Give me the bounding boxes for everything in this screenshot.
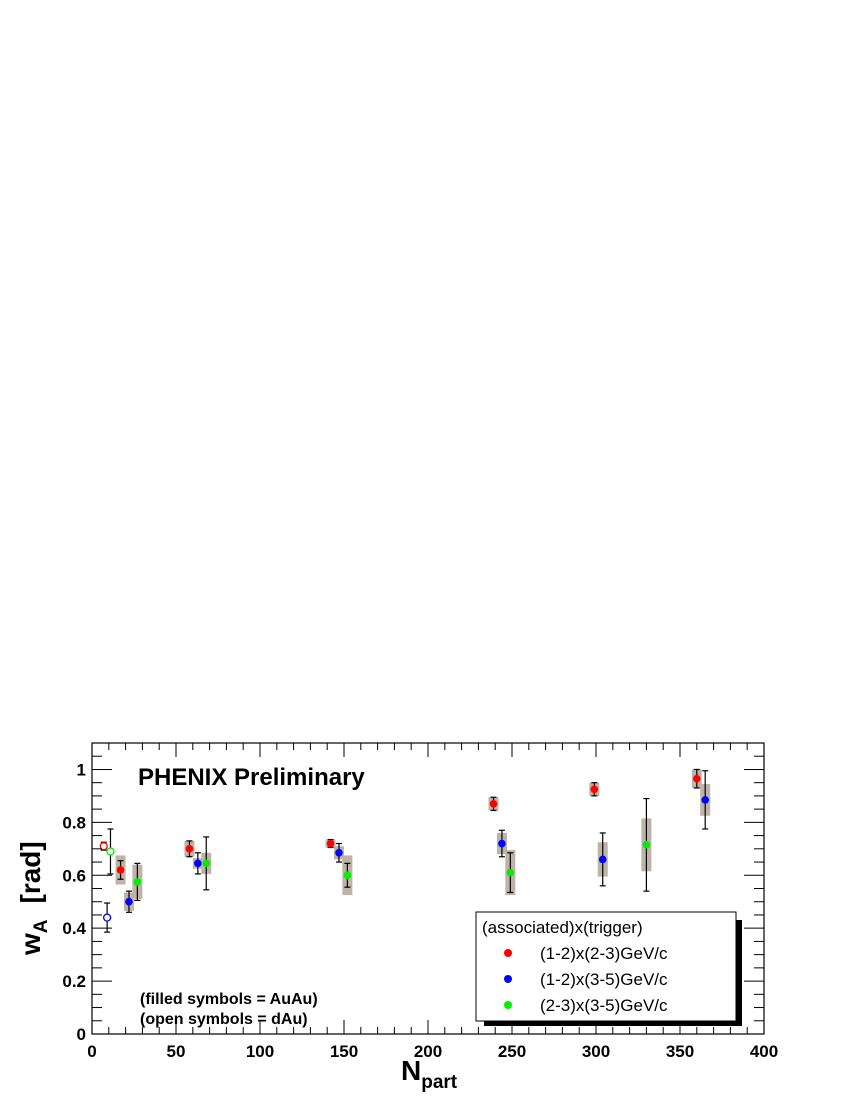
x-tick-label: 0 [87, 1042, 96, 1061]
x-tick-label: 200 [414, 1042, 442, 1061]
legend-marker-series2 [504, 975, 512, 983]
y-axis-title-main: w [15, 933, 46, 956]
y-axis-title-sub: A [31, 919, 52, 933]
y-tick-label: 0.4 [62, 919, 86, 938]
y-tick-label: 1 [77, 760, 86, 779]
x-axis-title-main: N [401, 1055, 421, 1086]
y-axis-title-text: wA [rad] [15, 841, 52, 956]
axis-tick-labels: 0 50 100 150 200 250 300 350 400 0 0.2 0.4 0.6 0.8 1 [62, 760, 778, 1061]
point-s3-p3 [343, 871, 352, 880]
chart-title: PHENIX Preliminary [138, 764, 365, 791]
point-s1-p1 [116, 866, 125, 874]
legend-header: (associated)x(trigger) [482, 918, 643, 937]
point-s1-p5 [590, 785, 599, 794]
point-s2-p5 [598, 855, 607, 864]
x-tick-label: 250 [498, 1042, 526, 1061]
x-axis-title: Npart [401, 1055, 458, 1093]
legend: (associated)x(trigger) (1-2)x(2-3)GeV/c … [475, 911, 742, 1026]
axis-ticks [91, 743, 765, 1035]
x-tick-label: 50 [167, 1042, 186, 1061]
y-axis-title: wA [rad] [15, 841, 52, 956]
open-point-s2-p1 [102, 913, 112, 922]
data-points [99, 774, 709, 922]
y-axis-title-unit: [rad] [15, 841, 46, 903]
legend-marker-series1 [504, 949, 512, 957]
legend-marker-series3 [504, 1001, 512, 1009]
point-s1-p6 [693, 774, 701, 783]
legend-entry-series3: (2-3)x(3-5)GeV/c [540, 996, 668, 1015]
open-point-s3-p1 [106, 847, 115, 856]
legend-entry-series2: (1-2)x(3-5)GeV/c [540, 970, 668, 989]
y-tick-label: 0.8 [62, 813, 86, 832]
legend-entry-series1: (1-2)x(2-3)GeV/c [540, 944, 668, 963]
point-s3-p2 [202, 859, 211, 868]
point-s3-p1 [133, 878, 142, 886]
point-s3-p4 [506, 868, 515, 877]
point-s2-p2 [194, 859, 202, 868]
y-tick-label: 0.2 [62, 972, 86, 991]
open-point-s1-p1 [99, 842, 108, 851]
x-tick-label: 300 [582, 1042, 610, 1061]
y-tick-label: 0.6 [62, 866, 86, 885]
point-s1-p3 [326, 839, 335, 848]
y-tick-label: 0 [77, 1025, 86, 1044]
point-s2-p3 [335, 848, 343, 857]
note-filled-symbols: (filled symbols = AuAu) [140, 991, 318, 1008]
legend-box [475, 911, 737, 1022]
point-s1-p2 [185, 845, 194, 853]
point-s3-p5 [642, 841, 651, 849]
x-tick-label: 150 [330, 1042, 358, 1061]
point-s1-p4 [489, 800, 498, 808]
point-s2-p4 [498, 839, 506, 848]
x-tick-label: 400 [750, 1042, 778, 1061]
x-axis-title-sub: part [421, 1072, 458, 1093]
x-tick-label: 350 [666, 1042, 694, 1061]
point-s2-p1 [125, 897, 133, 906]
point-s2-p6 [701, 796, 709, 804]
x-tick-label: 100 [246, 1042, 274, 1061]
note-open-symbols: (open symbols = dAu) [140, 1011, 308, 1028]
